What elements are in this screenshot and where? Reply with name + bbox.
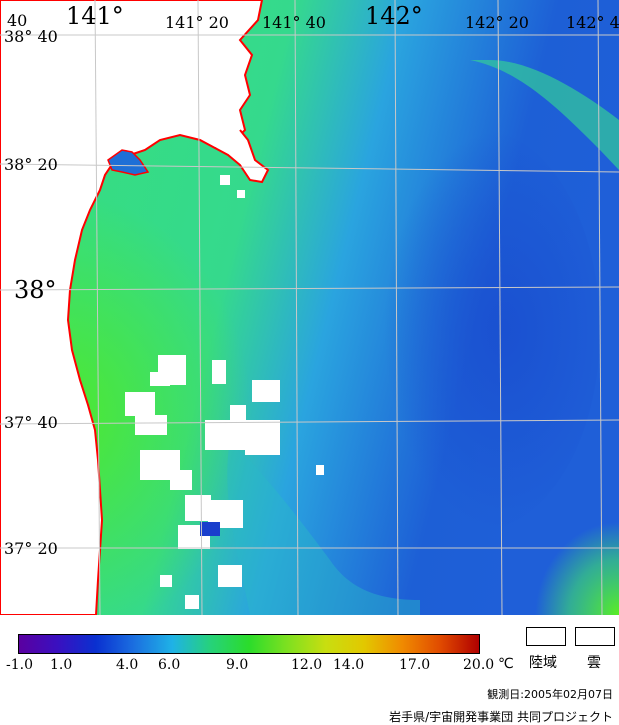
cloud-patch [220, 175, 230, 185]
latitude-label-38-20: 38° 20 [4, 155, 58, 174]
latitude-label-38: 38° [14, 276, 57, 304]
tick-label: 6.0 [158, 657, 181, 673]
latitude-label-38-40: 38° 40 [4, 27, 58, 46]
longitude-label-141-40: 141° 40 [262, 13, 326, 32]
oshika-peninsula [214, 129, 270, 184]
tick-label: 14.0 [333, 657, 365, 673]
cold-spot [200, 522, 220, 536]
cyan-current-band [470, 60, 619, 170]
cloud-patch [135, 415, 167, 435]
tick-label: 4.0 [116, 657, 139, 673]
tick-label: 17.0 [399, 657, 431, 673]
latitude-labels: 38° 40 38° 20 38° 37° 40 37° 20 [4, 27, 58, 558]
cloud-patch [160, 575, 172, 587]
cyan-swirl [227, 440, 420, 615]
cloud-patch [252, 380, 280, 402]
latitude-label-37-20: 37° 20 [4, 539, 58, 558]
cloud-patch [150, 372, 170, 386]
tick-label: 9.0 [226, 657, 249, 673]
tick-label: 20.0 [463, 657, 495, 673]
cloud-patch [212, 360, 226, 384]
legend-panel: -1.0 1.0 4.0 6.0 9.0 12.0 14.0 17.0 20.0… [0, 615, 619, 725]
temperature-unit: ℃ [498, 656, 514, 672]
observation-date: 観測日:2005年02月07日 [487, 688, 613, 701]
longitude-label-142: 142° [365, 2, 423, 30]
cloud-patch [205, 420, 245, 450]
cloud-patches [125, 175, 324, 609]
cloud-patch [125, 392, 155, 416]
cloud-patch [230, 405, 246, 421]
map-canvas: 141° 141° 20 141° 40 142° 142° 20 142° 4… [0, 0, 619, 615]
longitude-label-142-40: 142° 4 [566, 13, 619, 32]
longitude-label-141-20: 141° 20 [165, 13, 229, 32]
temperature-colorbar [18, 634, 480, 654]
tick-label: 12.0 [291, 657, 323, 673]
credit-text: 岩手県/宇宙開発事業団 共同プロジェクト [389, 710, 613, 724]
sea-surface-temperature-map: 141° 141° 20 141° 40 142° 142° 20 142° 4… [0, 0, 619, 615]
cloud-patch [218, 565, 242, 587]
cloud-patch [185, 595, 199, 609]
land-label: 陸域 [529, 655, 557, 671]
corner-label: 40 [7, 11, 27, 30]
bay-inlet [107, 149, 150, 176]
cloud-patch [170, 470, 192, 490]
cloud-patch [185, 495, 211, 521]
longitude-labels: 141° 141° 20 141° 40 142° 142° 20 142° 4 [66, 2, 619, 32]
cloud-patch [237, 190, 245, 198]
longitude-label-142-20: 142° 20 [465, 13, 529, 32]
tick-label: 1.0 [50, 657, 73, 673]
cloud-patch [316, 465, 324, 475]
cold-water-patch [360, 130, 600, 530]
land-honshu [0, 0, 264, 615]
cloud-label: 雲 [587, 655, 601, 671]
cloud-patch [245, 420, 280, 455]
graticule [0, 0, 619, 615]
tick-label: -1.0 [6, 657, 33, 673]
land-swatch [526, 627, 566, 646]
latitude-label-37-40: 37° 40 [4, 413, 58, 432]
longitude-label-141: 141° [66, 2, 124, 30]
cloud-swatch [575, 627, 615, 646]
